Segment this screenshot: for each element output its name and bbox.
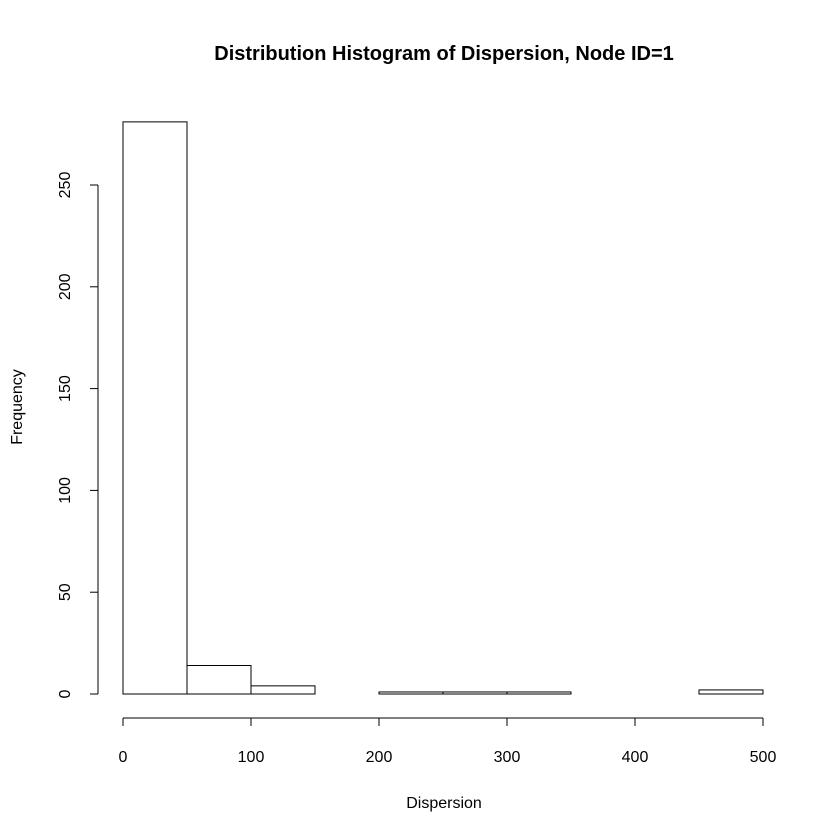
x-tick-label-500: 500 — [750, 749, 777, 766]
y-tick-label-200: 200 — [57, 273, 74, 300]
x-tick-label-0: 0 — [119, 749, 128, 766]
histogram-bar-6 — [506, 691, 572, 695]
histogram-bar-0 — [122, 121, 188, 695]
histogram-bar-2 — [250, 685, 316, 695]
histogram-bar-4 — [378, 691, 444, 695]
y-axis-label: Frequency — [9, 369, 26, 445]
x-tick-label-400: 400 — [622, 749, 649, 766]
y-axis: 0 50 100 150 200 250 — [57, 172, 99, 698]
y-tick-label-100: 100 — [57, 477, 74, 504]
histogram-bar-9 — [698, 689, 764, 695]
y-tick-label-150: 150 — [57, 375, 74, 402]
x-axis: 0 100 200 300 400 500 — [119, 717, 777, 766]
chart-title: Distribution Histogram of Dispersion, No… — [214, 43, 674, 65]
x-axis-label: Dispersion — [406, 795, 482, 812]
histogram-bar-5 — [442, 691, 508, 695]
x-tick-label-200: 200 — [366, 749, 393, 766]
x-tick-label-100: 100 — [238, 749, 265, 766]
y-tick-label-0: 0 — [57, 689, 74, 698]
bars-group — [122, 121, 764, 695]
y-tick-label-250: 250 — [57, 172, 74, 199]
y-tick-label-50: 50 — [57, 583, 74, 601]
x-tick-label-300: 300 — [494, 749, 521, 766]
histogram-bar-1 — [186, 664, 252, 695]
